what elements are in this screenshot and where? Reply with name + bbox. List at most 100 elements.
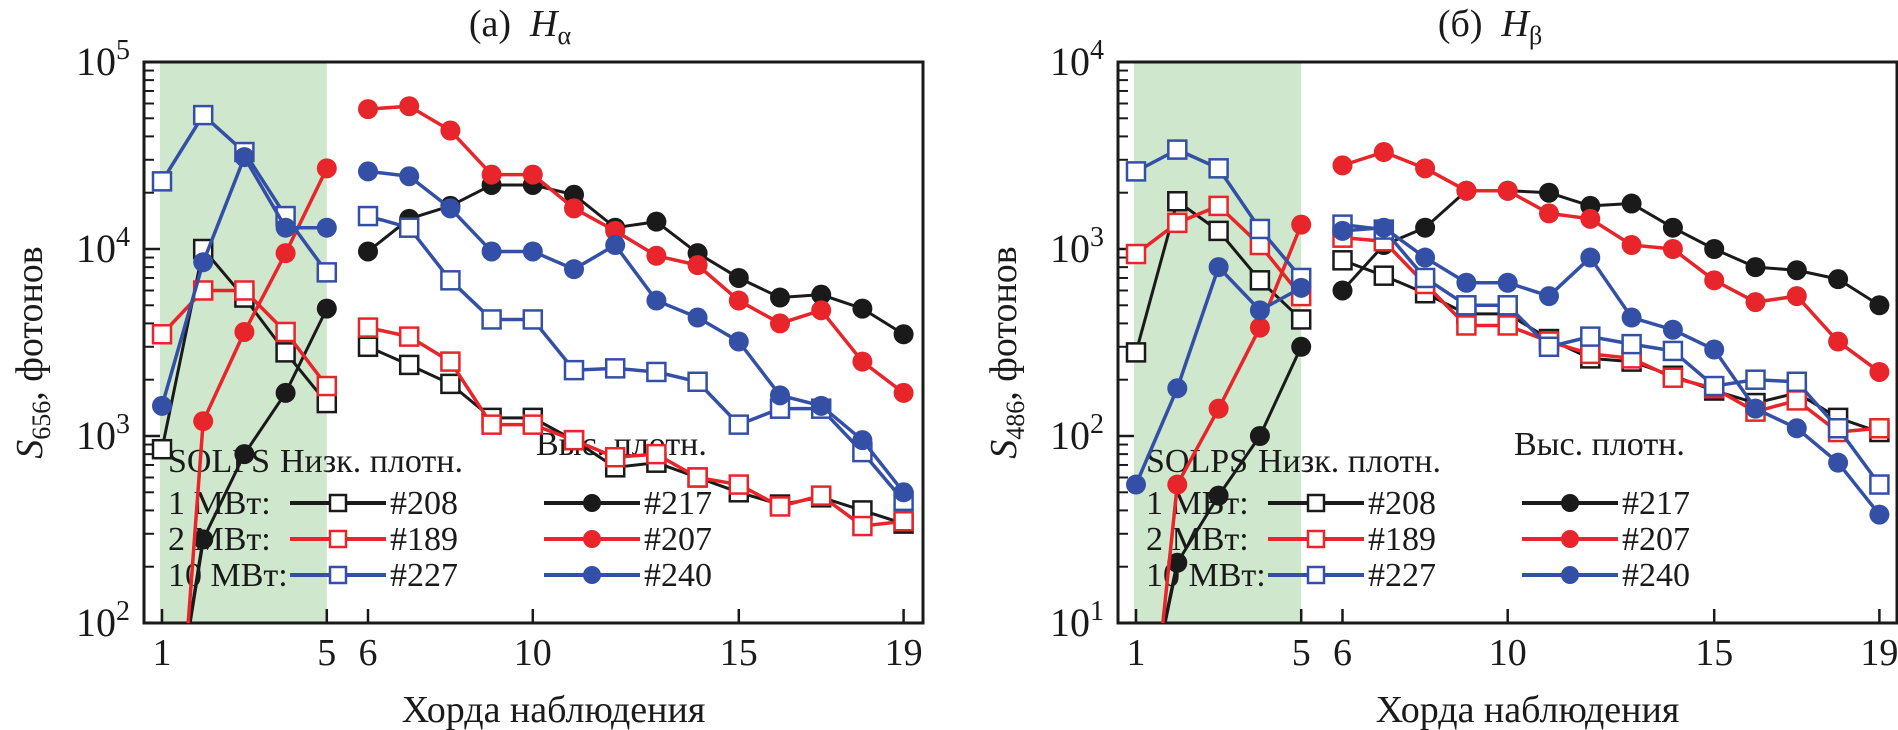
data-point-filled-circle — [399, 96, 420, 117]
data-point-open-square — [1125, 342, 1147, 363]
data-point-open-square — [151, 438, 173, 460]
y-label-unit: , фотонов — [9, 246, 51, 401]
data-point-open-square — [563, 429, 585, 451]
legend-filled-circle-marker — [1561, 566, 1579, 584]
data-point-filled-circle — [1249, 317, 1270, 338]
data-point-filled-circle — [770, 313, 790, 334]
data-point-filled-circle — [1869, 361, 1890, 382]
data-point-filled-circle — [1539, 286, 1559, 307]
data-point-filled-circle — [1373, 142, 1394, 163]
data-point-open-square — [1332, 250, 1353, 271]
y-tick-label: 102 — [1050, 409, 1104, 458]
data-point-open-square — [646, 361, 667, 383]
data-point-filled-circle — [234, 321, 255, 342]
y-tick-label: 103 — [76, 409, 130, 458]
data-point-filled-circle — [1208, 257, 1229, 278]
data-point-open-square — [316, 375, 338, 397]
legend-entry-low: #208 — [1368, 485, 1436, 522]
data-point-filled-circle — [1332, 220, 1353, 241]
data-point-open-square — [1456, 295, 1477, 316]
data-point-open-square — [687, 467, 708, 488]
data-point-open-square — [1208, 220, 1229, 242]
y-tick-label: 104 — [76, 222, 130, 271]
y-tick-exponent: 2 — [116, 596, 130, 627]
x-tick-label: 6 — [359, 632, 378, 674]
data-point-filled-circle — [358, 241, 378, 262]
series-240 — [1126, 217, 1890, 525]
data-point-filled-circle — [316, 158, 337, 179]
data-point-filled-circle — [234, 147, 255, 168]
data-series — [1125, 139, 1890, 623]
data-point-open-square — [151, 324, 173, 345]
y-tick-base: 10 — [76, 39, 116, 84]
data-point-open-square — [398, 326, 420, 347]
series-line-entry — [188, 539, 205, 623]
data-point-filled-circle — [1704, 339, 1725, 360]
data-point-filled-circle — [1332, 155, 1353, 176]
legend: SOLPS Низк. плотн. Выс. плотн.1 МВт: #208 #2… — [1146, 426, 1690, 594]
x-tick-label: 1 — [1127, 632, 1146, 674]
data-point-open-square — [1249, 270, 1271, 291]
y-tick-base: 10 — [76, 413, 116, 458]
y-axis-label: S486, фотонов — [983, 246, 1030, 459]
data-point-open-square — [1456, 315, 1477, 336]
data-point-open-square — [1497, 295, 1518, 316]
data-point-open-square — [398, 354, 420, 376]
data-point-open-square — [1497, 315, 1518, 336]
x-axis-label: Хорда наблюдения — [402, 689, 706, 730]
data-point-filled-circle — [1126, 474, 1146, 495]
data-point-filled-circle — [564, 259, 584, 280]
data-point-filled-circle — [811, 284, 832, 305]
data-point-filled-circle — [275, 382, 296, 403]
data-point-open-square — [275, 342, 296, 363]
legend-filled-circle-marker — [583, 494, 601, 512]
data-point-filled-circle — [481, 241, 502, 262]
data-point-open-square — [275, 321, 296, 343]
panel-label: (a) — [469, 3, 511, 45]
title-subscript: α — [558, 21, 572, 50]
data-point-filled-circle — [1373, 217, 1394, 238]
legend-open-square-marker — [1306, 493, 1326, 513]
title-spacer — [1482, 3, 1501, 45]
data-point-open-square — [1745, 369, 1766, 390]
legend-entry-high: #240 — [644, 557, 712, 594]
legend-row-label: 2 МВт: — [168, 521, 271, 558]
data-point-filled-circle — [1332, 280, 1353, 301]
data-point-filled-circle — [728, 331, 749, 352]
data-point-filled-circle — [1208, 485, 1229, 506]
data-point-filled-circle — [1869, 295, 1890, 316]
data-point-filled-circle — [728, 267, 749, 288]
data-point-filled-circle — [687, 255, 708, 276]
data-point-filled-circle — [522, 164, 543, 185]
data-point-open-square — [728, 474, 750, 495]
data-point-filled-circle — [193, 252, 214, 273]
data-point-open-square — [1580, 343, 1601, 365]
data-point-filled-circle — [1249, 426, 1270, 446]
y-tick-exponent: 1 — [1090, 596, 1104, 627]
data-point-open-square — [1125, 243, 1147, 265]
data-point-open-square — [192, 104, 214, 126]
y-tick-label: 102 — [76, 596, 130, 645]
series-line — [1176, 346, 1303, 564]
data-point-filled-circle — [770, 287, 790, 308]
data-point-open-square — [1538, 336, 1560, 358]
y-tick-base: 10 — [1050, 600, 1090, 645]
data-point-filled-circle — [1786, 260, 1807, 281]
data-point-filled-circle — [275, 217, 296, 238]
series-line-entry — [186, 421, 205, 623]
data-point-filled-circle — [440, 198, 461, 219]
data-point-open-square — [440, 351, 461, 372]
data-point-filled-circle — [1291, 336, 1312, 357]
y-tick-exponent: 4 — [116, 222, 130, 253]
legend-filled-circle-marker — [583, 566, 601, 584]
data-point-open-square — [1703, 375, 1725, 397]
data-point-open-square — [1167, 191, 1188, 212]
legend-header-low-density: Низк. плотн. — [1258, 443, 1441, 480]
data-point-filled-circle — [1828, 269, 1849, 290]
data-point-open-square — [398, 217, 420, 238]
series-line — [367, 104, 905, 395]
data-point-filled-circle — [1662, 239, 1683, 259]
data-point-filled-circle — [646, 211, 667, 232]
data-point-filled-circle — [1786, 418, 1807, 439]
